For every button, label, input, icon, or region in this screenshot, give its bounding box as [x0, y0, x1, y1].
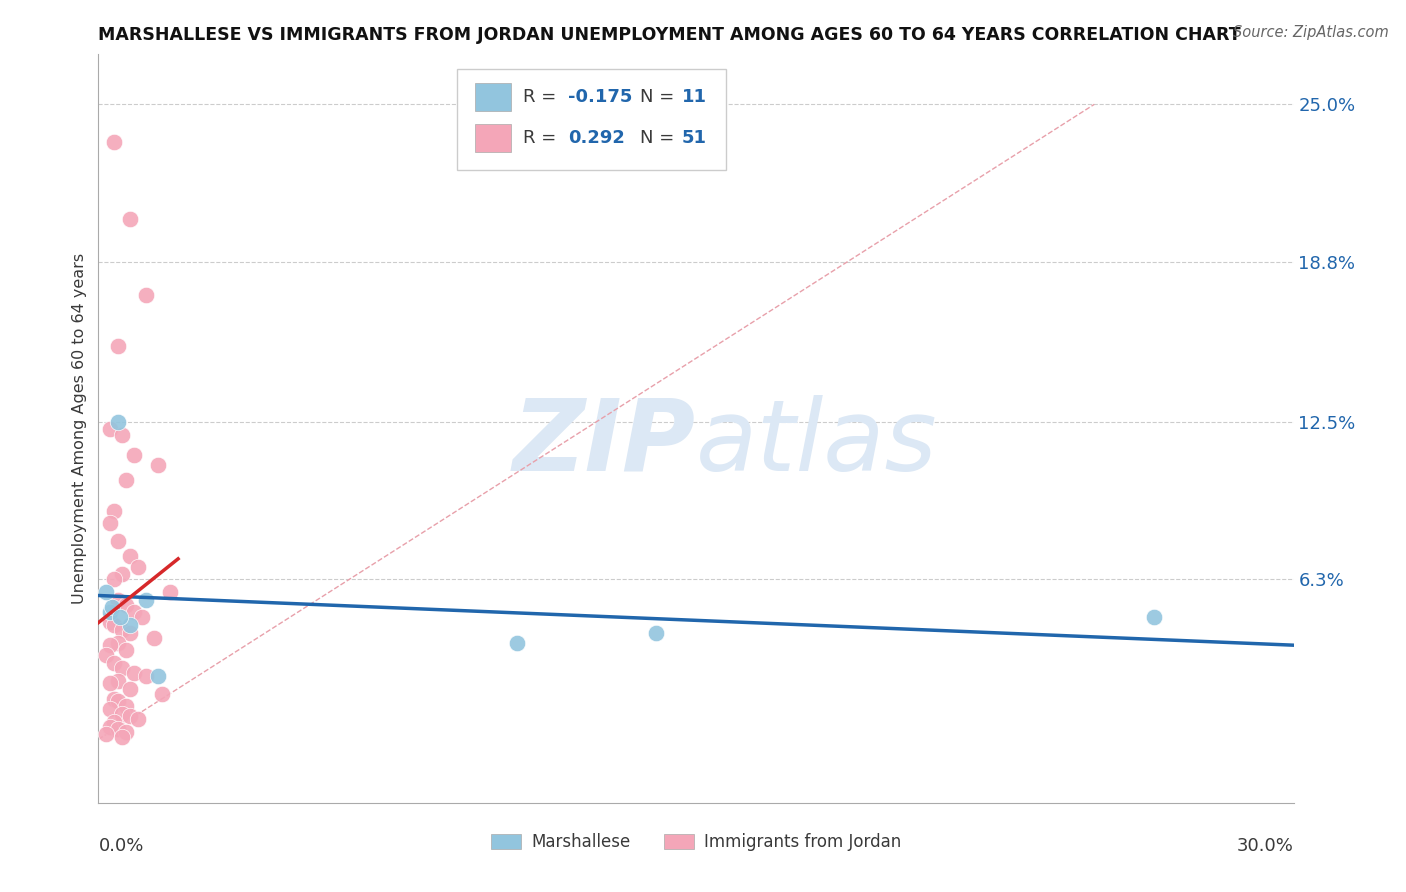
- Point: [120, 709, 142, 723]
- Point: [111, 706, 134, 721]
- Point: [98, 702, 122, 716]
- Text: ZIP: ZIP: [513, 394, 696, 491]
- Point: [127, 559, 149, 574]
- FancyBboxPatch shape: [475, 83, 510, 112]
- Point: [120, 625, 142, 640]
- Point: [111, 567, 134, 582]
- Point: [135, 669, 157, 683]
- Point: [115, 699, 138, 714]
- Point: [107, 636, 129, 650]
- Point: [107, 722, 129, 736]
- Text: 0.292: 0.292: [568, 129, 626, 147]
- Point: [143, 631, 166, 645]
- Point: [98, 638, 122, 652]
- Point: [127, 712, 149, 726]
- Text: N =: N =: [640, 129, 679, 147]
- Text: 51: 51: [682, 129, 707, 147]
- FancyBboxPatch shape: [457, 69, 725, 169]
- Legend: Marshallese, Immigrants from Jordan: Marshallese, Immigrants from Jordan: [485, 827, 907, 858]
- Point: [110, 610, 132, 624]
- Point: [103, 691, 125, 706]
- Point: [111, 623, 134, 637]
- Point: [107, 694, 129, 708]
- Point: [115, 724, 138, 739]
- Point: [103, 618, 125, 632]
- Point: [96, 585, 118, 599]
- Text: 0.0%: 0.0%: [98, 837, 143, 855]
- Point: [120, 681, 142, 696]
- Point: [1143, 610, 1166, 624]
- Point: [111, 427, 134, 442]
- Text: R =: R =: [523, 129, 561, 147]
- Point: [115, 473, 138, 487]
- Point: [120, 618, 142, 632]
- Point: [124, 605, 146, 619]
- Point: [124, 666, 146, 681]
- Point: [103, 572, 125, 586]
- Point: [159, 585, 181, 599]
- Point: [111, 661, 134, 675]
- Point: [115, 598, 138, 612]
- Point: [124, 448, 146, 462]
- Y-axis label: Unemployment Among Ages 60 to 64 years: Unemployment Among Ages 60 to 64 years: [72, 252, 87, 604]
- Point: [96, 727, 118, 741]
- Point: [103, 714, 125, 729]
- Point: [148, 458, 170, 472]
- Text: MARSHALLESE VS IMMIGRANTS FROM JORDAN UNEMPLOYMENT AMONG AGES 60 TO 64 YEARS COR: MARSHALLESE VS IMMIGRANTS FROM JORDAN UN…: [98, 26, 1241, 44]
- Point: [645, 625, 668, 640]
- Point: [107, 338, 129, 352]
- Point: [103, 656, 125, 670]
- Point: [96, 648, 118, 663]
- Text: -0.175: -0.175: [568, 88, 633, 106]
- Point: [148, 669, 170, 683]
- Point: [98, 605, 122, 619]
- Point: [98, 615, 122, 630]
- Point: [107, 592, 129, 607]
- Point: [103, 136, 125, 150]
- Text: atlas: atlas: [696, 394, 938, 491]
- Point: [98, 516, 122, 531]
- Text: 30.0%: 30.0%: [1237, 837, 1294, 855]
- Point: [135, 288, 157, 302]
- Point: [120, 549, 142, 564]
- Point: [107, 534, 129, 549]
- Point: [101, 600, 124, 615]
- Point: [107, 415, 129, 429]
- Point: [103, 504, 125, 518]
- Point: [98, 422, 122, 436]
- FancyBboxPatch shape: [475, 124, 510, 153]
- Point: [120, 211, 142, 226]
- Text: 11: 11: [682, 88, 707, 106]
- Point: [135, 592, 157, 607]
- Point: [150, 687, 173, 701]
- Text: R =: R =: [523, 88, 561, 106]
- Text: Source: ZipAtlas.com: Source: ZipAtlas.com: [1233, 25, 1389, 40]
- Point: [111, 730, 134, 744]
- Text: N =: N =: [640, 88, 679, 106]
- Point: [131, 610, 153, 624]
- Point: [107, 673, 129, 688]
- Point: [98, 720, 122, 734]
- Point: [98, 676, 122, 690]
- Point: [506, 636, 529, 650]
- Point: [115, 643, 138, 657]
